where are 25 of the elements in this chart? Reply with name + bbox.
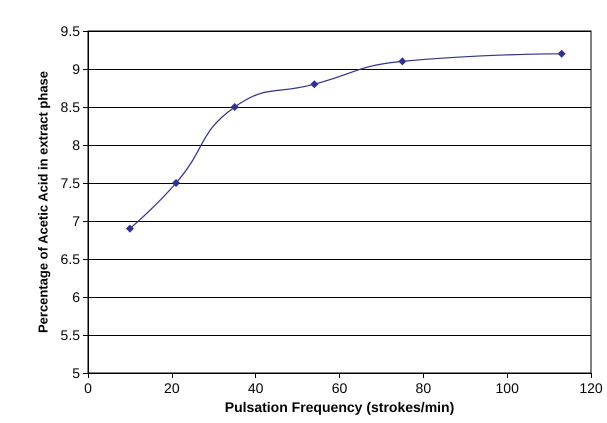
y-tick-label: 9 [72, 61, 80, 77]
x-axis-title: Pulsation Frequency (strokes/min) [224, 398, 454, 415]
point [230, 103, 239, 111]
y-tick-label: 7.5 [60, 175, 80, 191]
y-axis-title: Percentage of Acetic Acid in extract phase [36, 70, 51, 334]
point [172, 179, 180, 187]
x-tick-label: 20 [164, 380, 180, 396]
y-tick-label: 5 [72, 365, 80, 381]
y-tick-label: 8.5 [60, 99, 80, 115]
point [126, 224, 134, 233]
point [558, 50, 566, 58]
x-tick-label: 40 [248, 380, 264, 396]
y-tick-label: 6.5 [60, 251, 80, 267]
x-tick-label: 60 [332, 380, 348, 396]
y-tick-label: 7 [72, 213, 80, 229]
x-tick-label: 80 [416, 380, 432, 396]
point [398, 57, 406, 66]
y-tick-label: 6 [72, 289, 80, 305]
x-tick-label: 100 [495, 380, 520, 396]
y-tick-label: 9.5 [60, 23, 80, 39]
y-tick-label: 8 [72, 137, 80, 153]
x-tick-label: 120 [579, 380, 603, 396]
y-tick-label: 5.5 [60, 327, 80, 343]
x-tick-label: 0 [84, 380, 92, 396]
point [310, 80, 318, 88]
